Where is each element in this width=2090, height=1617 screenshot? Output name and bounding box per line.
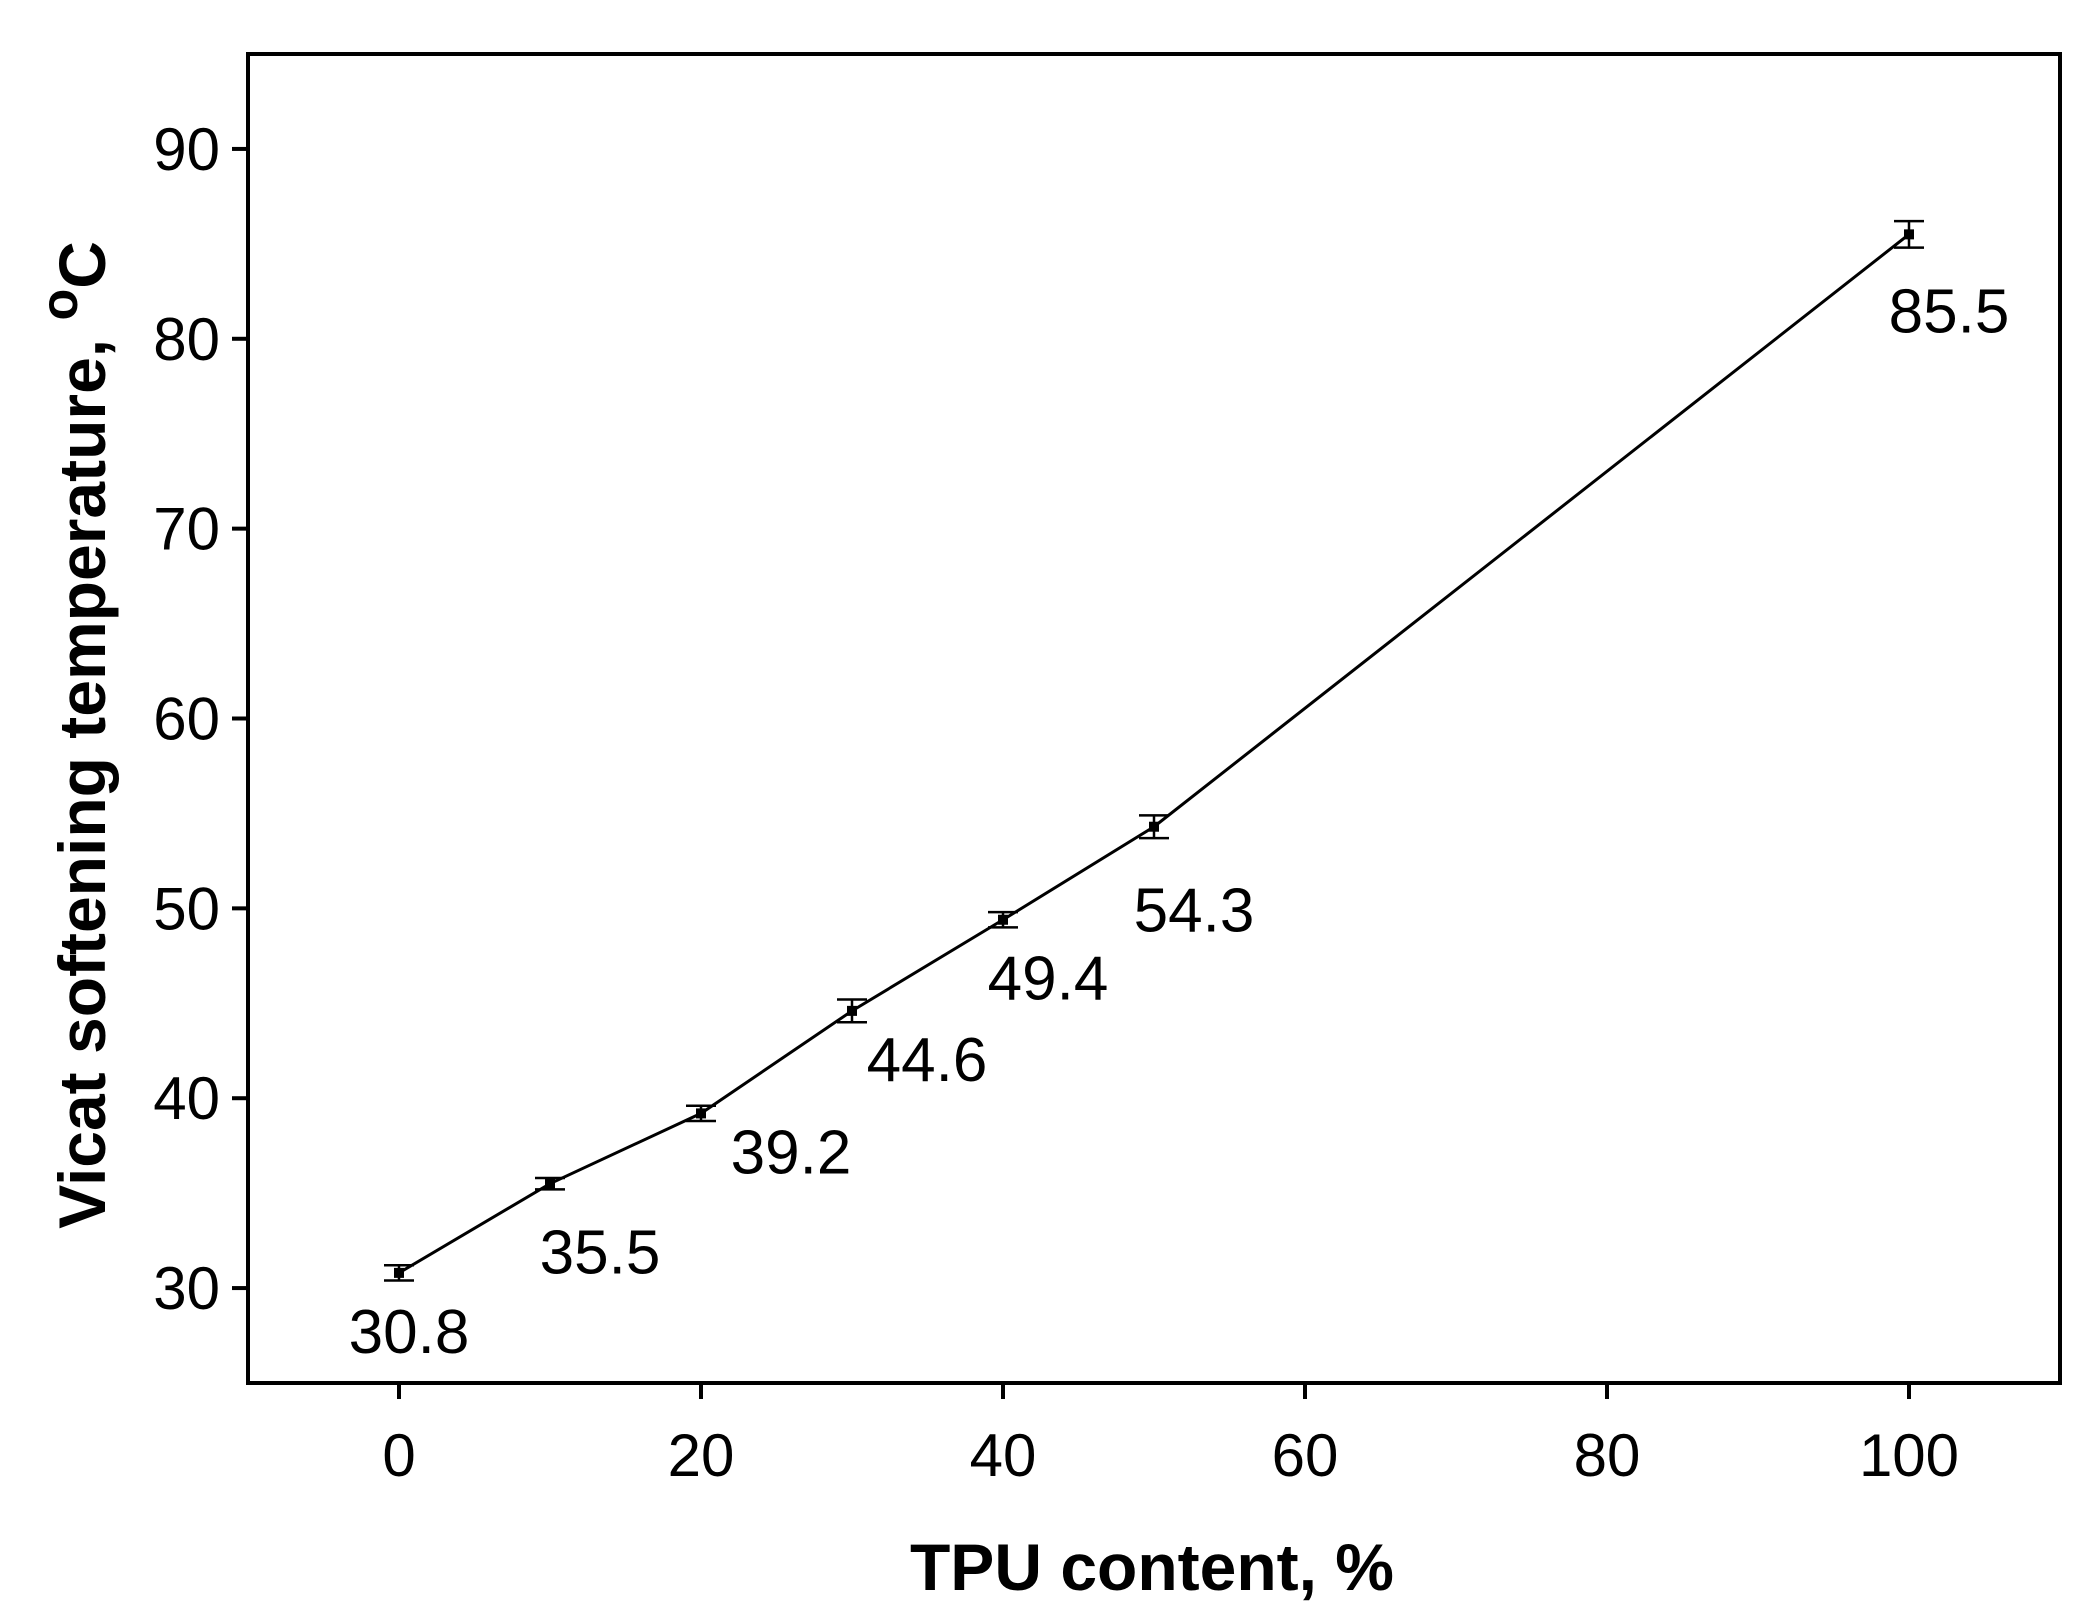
data-point [545, 1178, 555, 1189]
y-tick-label: 30 [153, 1255, 220, 1322]
x-tick-label: 20 [668, 1422, 735, 1489]
data-point [998, 914, 1008, 925]
y-axis-label: Vicat softening temperature, oC [31, 241, 119, 1229]
x-axis-label: TPU content, % [910, 1530, 1394, 1604]
value-label: 44.6 [867, 1026, 988, 1095]
y-tick-label: 60 [153, 686, 220, 753]
data-line [398, 233, 1910, 1275]
y-tick-label: 40 [153, 1065, 220, 1132]
y-axis-label-text: Vicat softening temperature, [45, 321, 119, 1229]
data-point [394, 1267, 404, 1278]
x-tick-label: 60 [1272, 1422, 1339, 1489]
x-tick-label: 0 [382, 1422, 415, 1489]
value-label: 35.5 [540, 1219, 661, 1288]
x-tick-label: 80 [1574, 1422, 1641, 1489]
data-point [1149, 821, 1159, 832]
data-point [696, 1108, 706, 1119]
value-label: 85.5 [1889, 277, 2010, 346]
y-tick-label: 90 [153, 116, 220, 183]
data-point [847, 1005, 857, 1016]
x-tick-label: 40 [970, 1422, 1037, 1489]
y-axis-label-unit: C [45, 241, 119, 289]
value-label: 30.8 [349, 1298, 470, 1367]
y-tick-label: 50 [153, 875, 220, 942]
value-label: 54.3 [1134, 877, 1255, 946]
plot-frame [246, 52, 2062, 1385]
y-tick-label: 70 [153, 496, 220, 563]
value-label: 39.2 [731, 1118, 852, 1187]
y-axis-label-sup: o [31, 289, 89, 321]
data-point [1904, 229, 1914, 240]
value-label: 49.4 [988, 945, 1109, 1014]
y-tick-label: 80 [153, 306, 220, 373]
x-tick-label: 100 [1859, 1422, 1959, 1489]
